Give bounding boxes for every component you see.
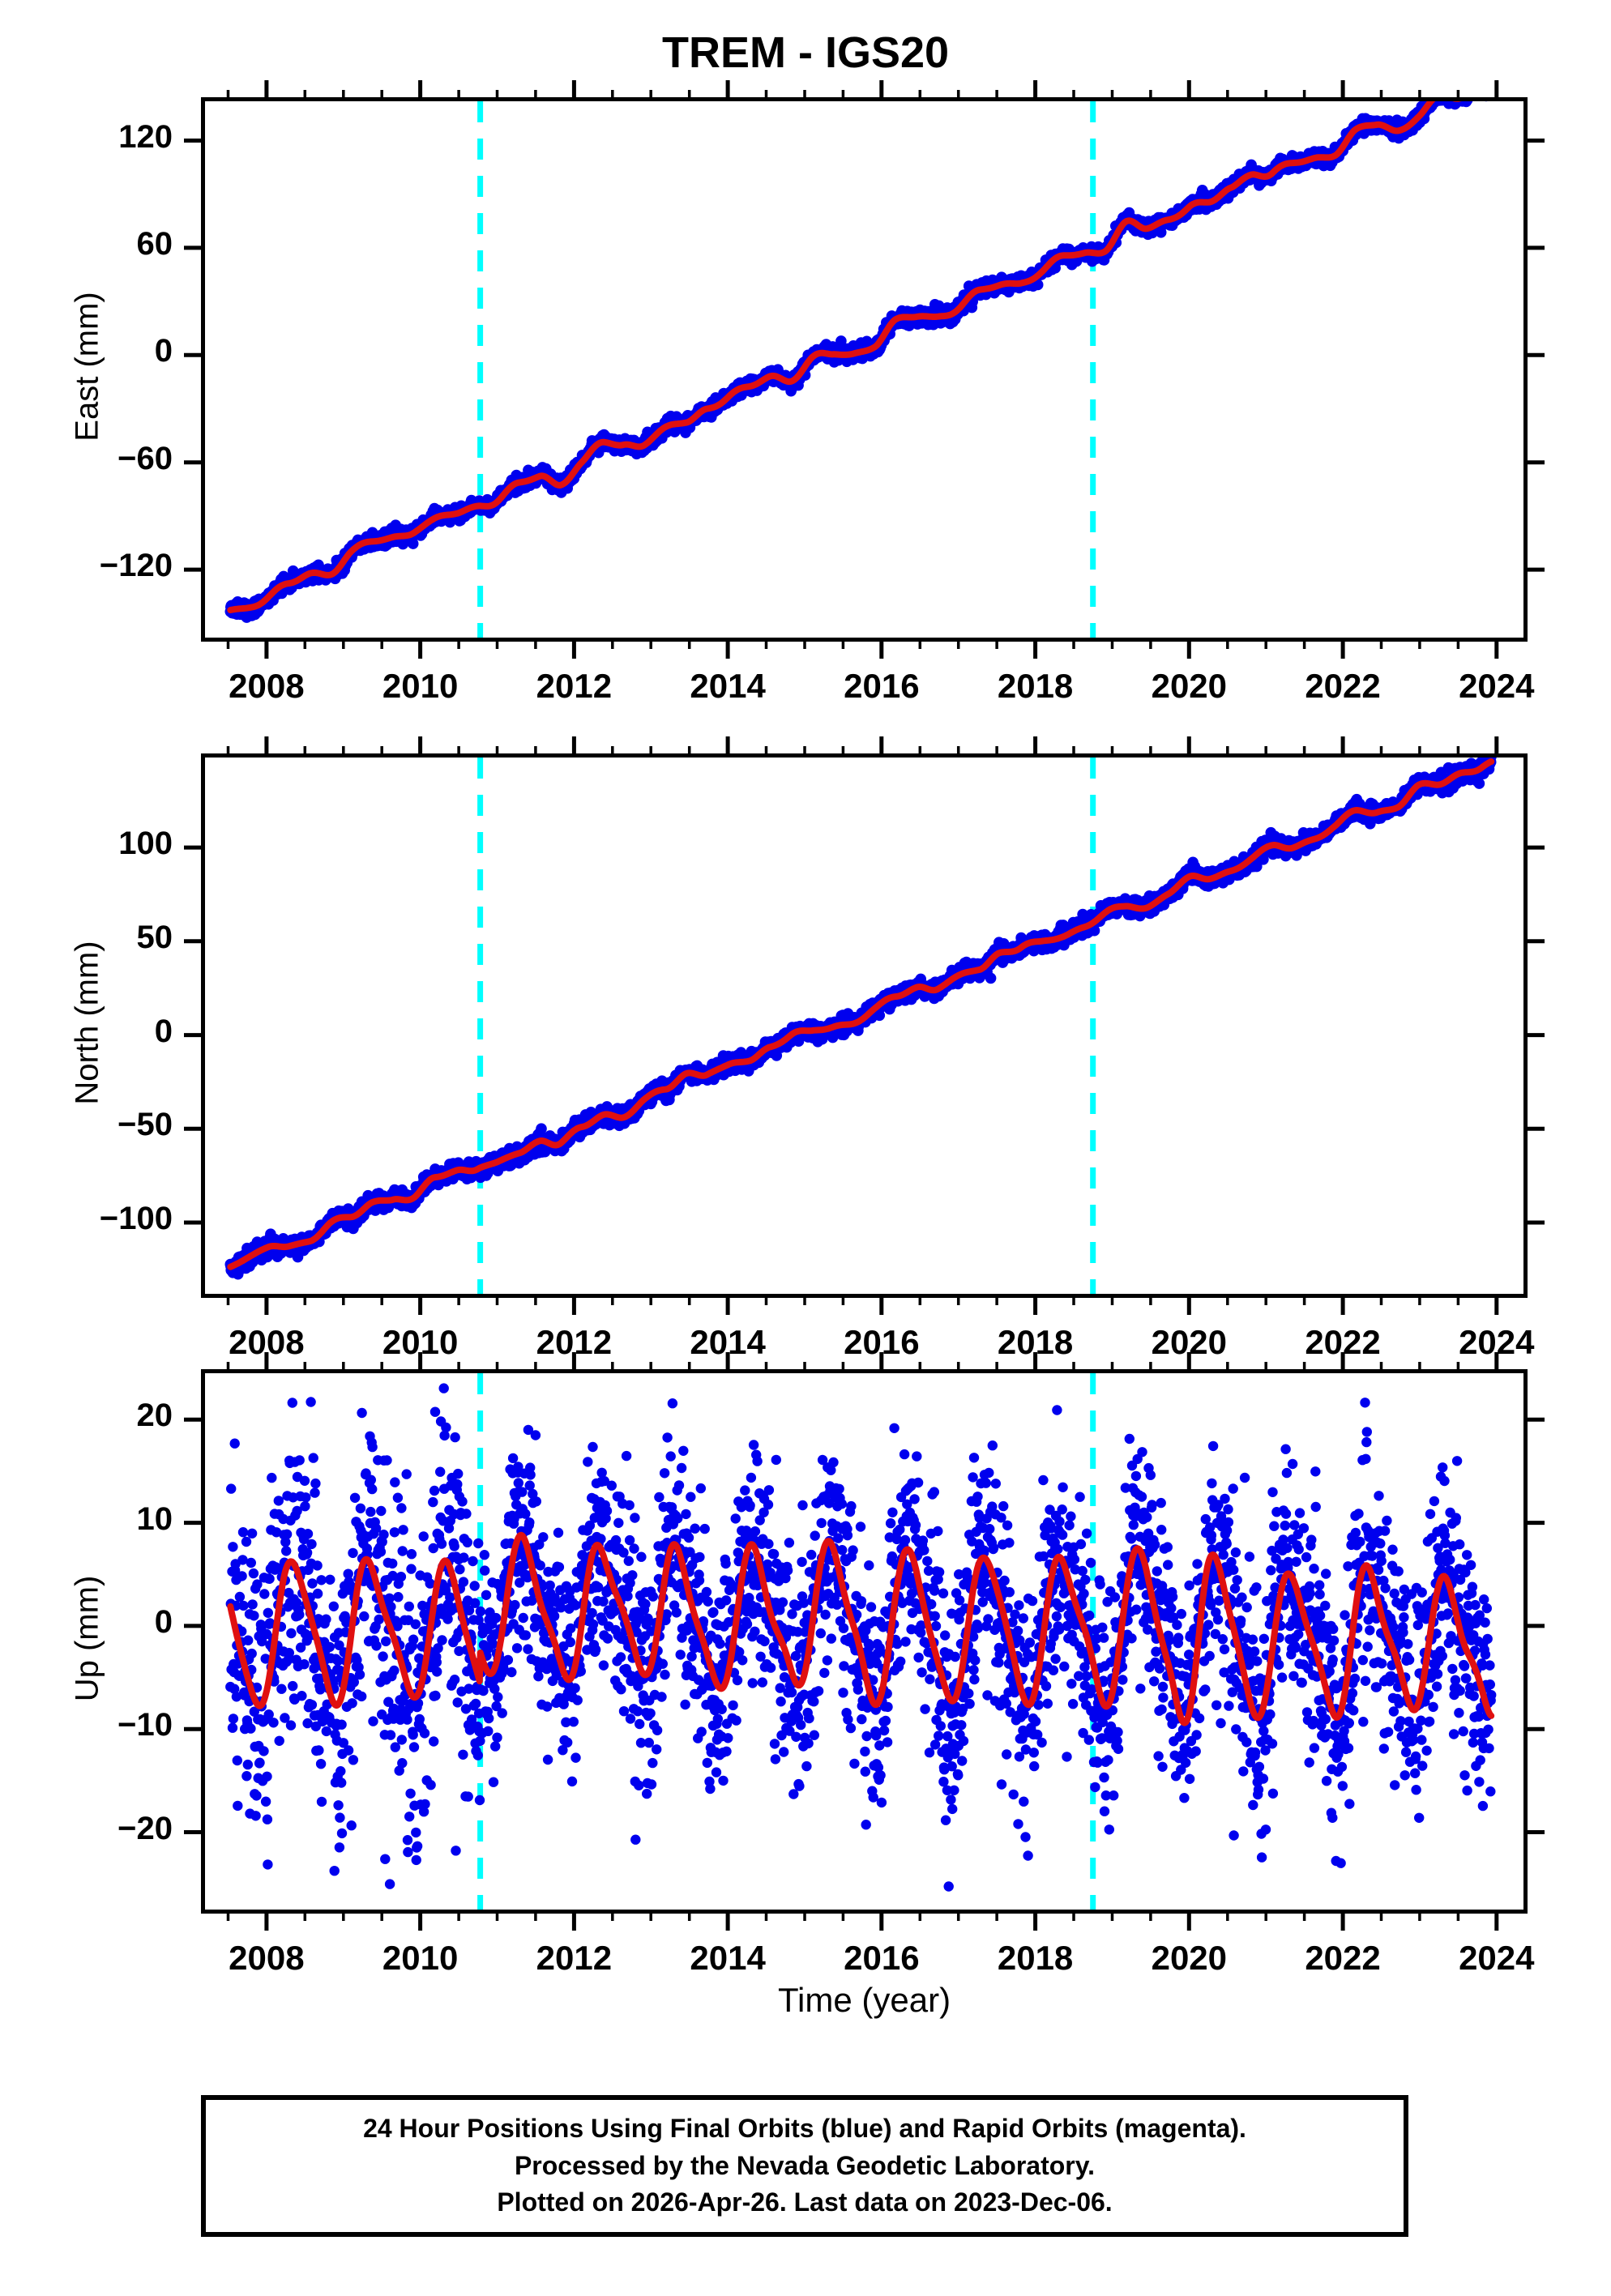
x-tick-label-east-2024: 2024 <box>1459 667 1535 705</box>
data-points-up <box>225 1383 1497 1892</box>
x-tick-label-up-2010: 2010 <box>382 1939 459 1977</box>
x-tick-label-north-2016: 2016 <box>844 1323 920 1361</box>
x-tick-label-north-2022: 2022 <box>1305 1323 1381 1361</box>
x-tick-label-up-2018: 2018 <box>997 1939 1074 1977</box>
plot-area-up[interactable] <box>201 1369 1528 1914</box>
x-tick-label-east-2008: 2008 <box>229 667 305 705</box>
model-fit-line-east <box>227 101 1462 613</box>
plot-canvas-north <box>224 758 1497 1294</box>
y-tick-label-east: 60 <box>136 225 173 262</box>
x-tick-label-east-2016: 2016 <box>844 667 920 705</box>
x-tick-label-up-2020: 2020 <box>1151 1939 1228 1977</box>
caption-line-1: 24 Hour Positions Using Final Orbits (bl… <box>363 2114 1246 2144</box>
y-tick-label-north: 100 <box>118 826 173 862</box>
y-tick-label-east: 0 <box>154 333 173 369</box>
plot-canvas-east <box>224 101 1488 638</box>
x-tick-label-east-2014: 2014 <box>690 667 766 705</box>
x-tick-label-up-2008: 2008 <box>229 1939 305 1977</box>
x-axis-label: Time (year) <box>777 1981 951 2019</box>
x-tick-label-up-2024: 2024 <box>1459 1939 1535 1977</box>
y-tick-label-up: −10 <box>118 1707 173 1743</box>
x-tick-label-north-2014: 2014 <box>690 1323 766 1361</box>
y-axis-label-north: North (mm) <box>69 941 105 1105</box>
plot-canvas-up <box>225 1373 1497 1910</box>
x-tick-label-up-2012: 2012 <box>536 1939 613 1977</box>
x-tick-label-east-2012: 2012 <box>536 667 613 705</box>
y-tick-label-east: −60 <box>118 440 173 476</box>
caption-line-2: Processed by the Nevada Geodetic Laborat… <box>514 2150 1096 2180</box>
caption-box: 24 Hour Positions Using Final Orbits (bl… <box>201 2095 1408 2237</box>
y-axis-label-up: Up (mm) <box>69 1575 105 1702</box>
x-tick-label-north-2012: 2012 <box>536 1323 613 1361</box>
y-tick-label-up: 20 <box>136 1398 173 1434</box>
y-axis-label-east: East (mm) <box>69 292 105 442</box>
x-tick-label-east-2010: 2010 <box>382 667 459 705</box>
y-tick-label-east: −120 <box>99 548 173 584</box>
y-tick-label-up: 0 <box>154 1603 173 1640</box>
plot-area-north[interactable] <box>201 753 1528 1298</box>
x-tick-label-east-2022: 2022 <box>1305 667 1381 705</box>
y-tick-label-north: 0 <box>154 1013 173 1049</box>
x-tick-label-up-2014: 2014 <box>690 1939 766 1977</box>
x-tick-label-north-2020: 2020 <box>1151 1323 1228 1361</box>
x-tick-label-east-2020: 2020 <box>1151 667 1228 705</box>
caption-line-3: Plotted on 2026-Apr-26. Last data on 202… <box>497 2187 1113 2217</box>
x-tick-label-north-2024: 2024 <box>1459 1323 1535 1361</box>
model-fit-line-north <box>227 758 1495 1270</box>
y-tick-label-east: 120 <box>118 118 173 155</box>
plot-area-east[interactable] <box>201 97 1528 642</box>
x-tick-label-up-2016: 2016 <box>844 1939 920 1977</box>
x-tick-label-east-2018: 2018 <box>997 667 1074 705</box>
data-points-east <box>224 101 1488 623</box>
x-tick-label-up-2022: 2022 <box>1305 1939 1381 1977</box>
model-fit-line-up <box>227 1531 1495 1726</box>
page-title: TREM - IGS20 <box>661 28 950 77</box>
x-tick-label-north-2008: 2008 <box>229 1323 305 1361</box>
y-tick-label-north: −50 <box>118 1107 173 1143</box>
x-tick-label-north-2010: 2010 <box>382 1323 459 1361</box>
y-tick-label-north: −100 <box>99 1201 173 1237</box>
x-tick-label-north-2018: 2018 <box>997 1323 1074 1361</box>
y-tick-label-up: 10 <box>136 1500 173 1537</box>
y-tick-label-up: −20 <box>118 1810 173 1846</box>
y-tick-label-north: 50 <box>136 919 173 955</box>
